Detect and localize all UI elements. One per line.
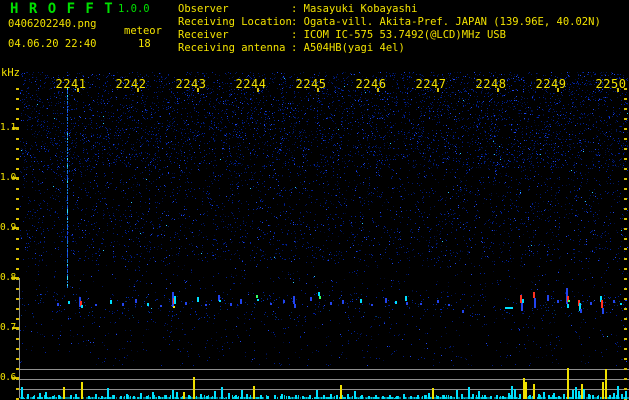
info-separator: : — [291, 3, 304, 15]
time-tick-label: 2250 — [595, 77, 627, 91]
time-tick-label: 2245 — [295, 77, 327, 91]
time-tick-label: 2241 — [55, 77, 87, 91]
info-value: ICOM IC-575 53.7492(@LCD)MHz USB — [303, 29, 506, 41]
info-label: Receiving Location — [178, 16, 292, 28]
info-row-antenna: Receiving antenna: A504HB(yagi 4el) — [178, 42, 405, 54]
time-tick-label: 2249 — [535, 77, 567, 91]
y-tick-label: 0.6 — [0, 372, 16, 383]
time-tick-label: 2243 — [175, 77, 207, 91]
info-label: Receiver — [178, 29, 229, 41]
info-row-receiver: Receiver: ICOM IC-575 53.7492(@LCD)MHz U… — [178, 29, 506, 41]
info-label: Observer — [178, 3, 229, 15]
time-tick-label: 2242 — [115, 77, 147, 91]
info-row-location: Receiving Location: Ogata-vill. Akita-Pr… — [178, 16, 601, 28]
info-label: Receiving antenna — [178, 42, 286, 54]
time-tick-label: 2248 — [475, 77, 507, 91]
echo-count: 18 — [138, 38, 151, 50]
capture-datetime: 04.06.20 22:40 — [8, 38, 97, 50]
time-tick-label: 2244 — [235, 77, 267, 91]
y-tick-label: 1.1 — [0, 122, 16, 133]
capture-filename: 0406202240.png — [8, 18, 97, 30]
info-value: Masayuki Kobayashi — [303, 3, 418, 15]
time-tick-label: 2246 — [355, 77, 387, 91]
y-tick-label: 0.8 — [0, 272, 16, 283]
observation-mode: meteor — [124, 25, 162, 37]
info-value: Ogata-vill. Akita-Pref. JAPAN (139.96E, … — [303, 16, 601, 28]
info-separator: : — [291, 29, 304, 41]
info-row-observer: Observer: Masayuki Kobayashi — [178, 3, 417, 15]
time-tick-label: 2247 — [415, 77, 447, 91]
info-separator: : — [291, 42, 304, 54]
info-separator: : — [291, 16, 304, 28]
y-axis-unit-label: kHz — [1, 67, 20, 79]
app-version: 1.0.0 — [118, 3, 150, 15]
info-value: A504HB(yagi 4el) — [303, 42, 405, 54]
y-tick-label: 1.0 — [0, 172, 16, 183]
y-tick-label: 0.9 — [0, 222, 16, 233]
y-tick-label: 0.7 — [0, 322, 16, 333]
app-title: H R O F F T — [10, 1, 114, 17]
